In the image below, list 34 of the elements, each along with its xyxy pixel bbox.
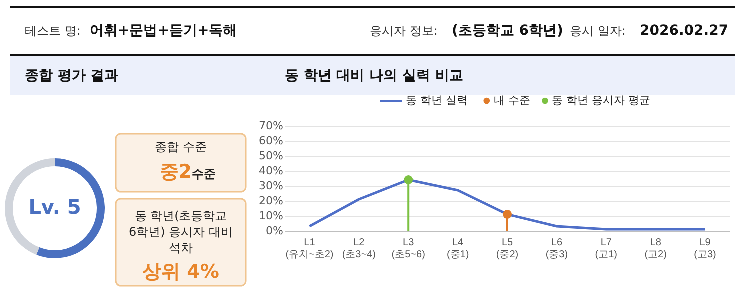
x-tick-label: L6 (중3) (546, 238, 568, 260)
y-tick-label: 50% (259, 150, 284, 162)
y-tick-label: 70% (259, 120, 284, 132)
legend-label: 내 수준 (494, 94, 530, 107)
x-tick-label: L5 (중2) (496, 238, 519, 260)
x-tick-label: L3 (초5~6) (392, 238, 426, 260)
text: 응시자 정보: (370, 24, 438, 38)
text: 수준 (192, 167, 216, 181)
x-tick-label: L4 (중1) (446, 238, 470, 260)
text: (초등학교 6학년) (452, 23, 564, 39)
y-tick-label: 40% (259, 164, 284, 178)
text: 종합 수준 (155, 140, 207, 154)
chart-title: 종합 평가 결과 (25, 68, 119, 84)
x-tick-label: L7 (고1) (595, 238, 618, 260)
text: 테스트 명: (25, 24, 81, 38)
y-tick-label: 20% (259, 194, 284, 208)
x-tick-label: L9 (고3) (694, 238, 716, 260)
text: 2026.02.27 (640, 23, 729, 39)
x-tick-label: L2 (초3~4) (342, 238, 376, 260)
y-tick-label: 10% (259, 210, 284, 222)
y-tick-label: 60% (259, 134, 284, 148)
chart-title: 동 학년 대비 나의 실력 비교 (285, 68, 464, 84)
y-tick-label: 0% (266, 224, 284, 238)
legend-label: 동 학년 실력 (406, 94, 468, 107)
x-tick-label: L1 (유치~초2) (286, 238, 334, 260)
text: 상위 4% (142, 261, 220, 283)
legend-label: 동 학년 응시자 평균 (552, 94, 651, 107)
x-tick-label: L8 (고2) (644, 238, 667, 260)
text: 응시 일자: (570, 24, 626, 38)
text: 중2 (160, 161, 192, 183)
text: 어휘+문법+듣기+독해 (90, 23, 238, 39)
text: 동 학년(초등학교 6학년) 응시자 대비 석차 (129, 209, 233, 255)
text: Lv. 5 (28, 195, 82, 219)
y-tick-label: 30% (259, 180, 284, 192)
